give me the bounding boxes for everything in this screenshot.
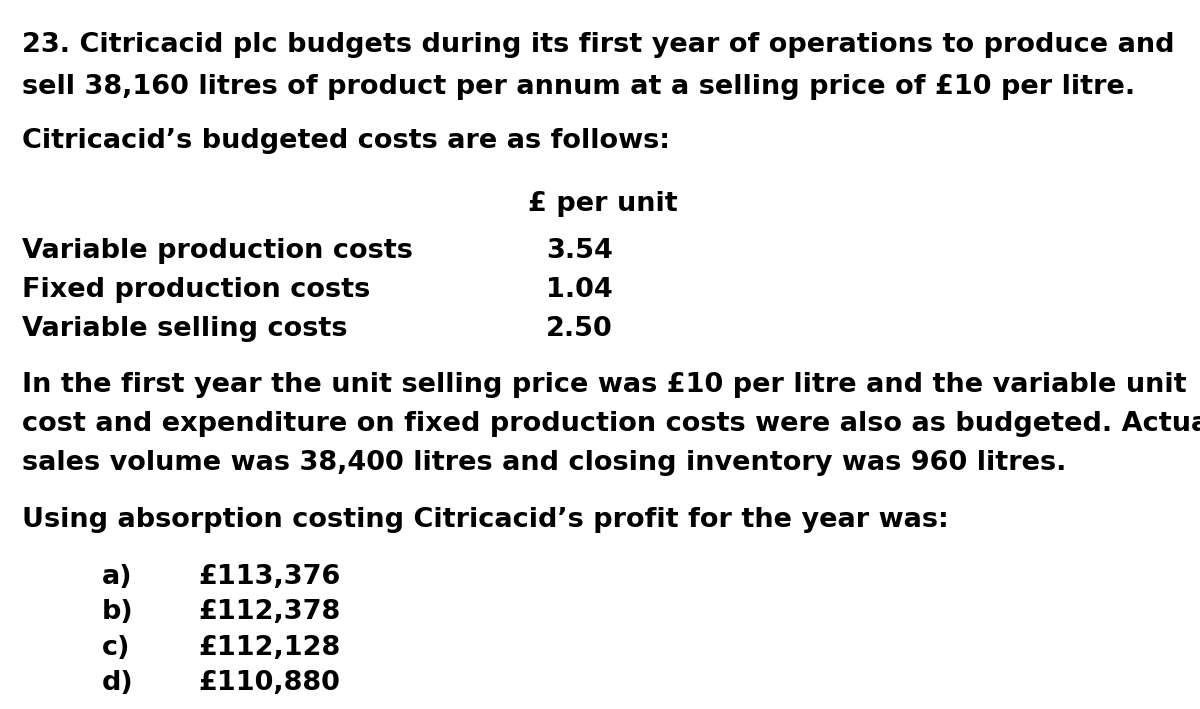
Text: £112,378: £112,378 — [198, 599, 341, 625]
Text: sell 38,160 litres of product per annum at a selling price of £10 per litre.: sell 38,160 litres of product per annum … — [22, 74, 1135, 101]
Text: Citricacid’s budgeted costs are as follows:: Citricacid’s budgeted costs are as follo… — [22, 128, 670, 154]
Text: d): d) — [102, 670, 133, 696]
Text: Using absorption costing Citricacid’s profit for the year was:: Using absorption costing Citricacid’s pr… — [22, 507, 948, 533]
Text: b): b) — [102, 599, 133, 625]
Text: c): c) — [102, 635, 131, 661]
Text: £113,376: £113,376 — [198, 564, 341, 590]
Text: In the first year the unit selling price was £10 per litre and the variable unit: In the first year the unit selling price… — [22, 372, 1187, 398]
Text: 23. Citricacid plc budgets during its first year of operations to produce and: 23. Citricacid plc budgets during its fi… — [22, 32, 1174, 58]
Text: Variable selling costs: Variable selling costs — [22, 316, 347, 342]
Text: £ per unit: £ per unit — [528, 191, 678, 218]
Text: £112,128: £112,128 — [198, 635, 341, 661]
Text: 2.50: 2.50 — [546, 316, 613, 342]
Text: Variable production costs: Variable production costs — [22, 238, 413, 264]
Text: 1.04: 1.04 — [546, 277, 613, 303]
Text: a): a) — [102, 564, 133, 590]
Text: £110,880: £110,880 — [198, 670, 340, 696]
Text: Fixed production costs: Fixed production costs — [22, 277, 370, 303]
Text: cost and expenditure on fixed production costs were also as budgeted. Actual: cost and expenditure on fixed production… — [22, 411, 1200, 437]
Text: 3.54: 3.54 — [546, 238, 613, 264]
Text: sales volume was 38,400 litres and closing inventory was 960 litres.: sales volume was 38,400 litres and closi… — [22, 450, 1066, 476]
